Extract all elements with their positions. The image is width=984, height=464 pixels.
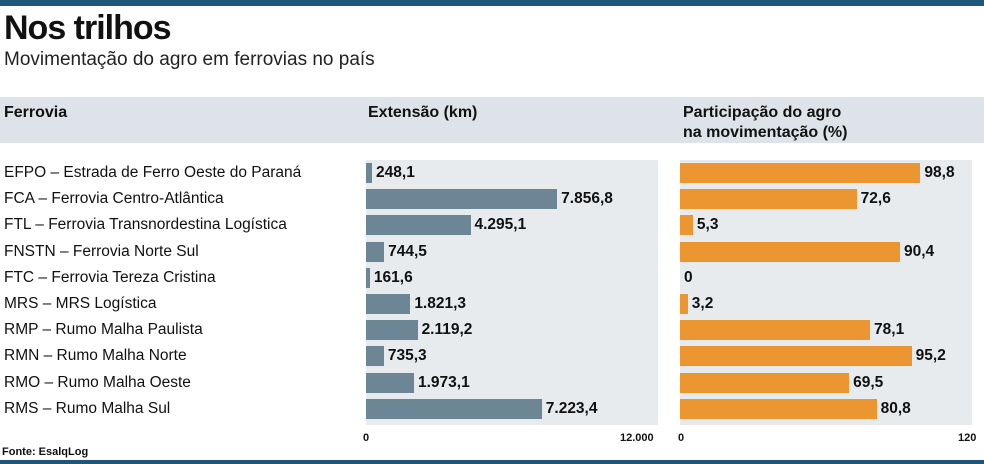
- share-value-label: 3,2: [691, 295, 714, 312]
- share-bar: [680, 320, 871, 341]
- extension-bar: [366, 189, 558, 210]
- share-bar: [680, 215, 693, 236]
- row-label: FTC – Ferrovia Tereza Cristina: [4, 268, 216, 286]
- extension-value-label: 248,1: [376, 164, 415, 181]
- extension-value-label: 1.973,1: [418, 373, 470, 391]
- share-value-label: 78,1: [874, 321, 905, 339]
- extension-bar: [366, 294, 411, 314]
- share-bar: [680, 372, 850, 393]
- extension-bar: [366, 346, 384, 367]
- extension-axis-tick-max: 12.000: [620, 432, 654, 444]
- extension-axis-tick-min: 0: [363, 432, 370, 444]
- share-value-label: 90,4: [903, 242, 935, 260]
- row-label: FTL – Ferrovia Transnordestina Logística: [4, 216, 287, 234]
- extension-bar: [366, 398, 542, 419]
- share-bar: [680, 163, 921, 183]
- column-header-ferrovia: Ferrovia: [4, 104, 68, 121]
- extension-value-label: 161,6: [373, 268, 413, 286]
- share-bar: [680, 189, 857, 210]
- chart-subtitle: Movimentação do agro em ferrovias no paí…: [4, 49, 375, 70]
- extension-bar: [366, 372, 414, 393]
- share-value-label: 72,6: [860, 190, 891, 208]
- share-axis-tick-max: 120: [958, 432, 977, 444]
- row-label: FNSTN – Ferrovia Norte Sul: [4, 242, 199, 260]
- share-value-label: 80,8: [880, 399, 911, 417]
- share-bar: [680, 294, 688, 314]
- extension-value-label: 2.119,2: [421, 321, 473, 339]
- extension-bar: [366, 163, 373, 183]
- share-bar: [680, 241, 900, 262]
- share-value-label: 98,8: [924, 164, 955, 181]
- row-label: RMN – Rumo Malha Norte: [4, 347, 187, 365]
- extension-value-label: 4.295,1: [474, 216, 527, 234]
- extension-bar: [366, 215, 471, 236]
- row-label: RMO – Rumo Malha Oeste: [4, 373, 191, 391]
- source-note: Fonte: EsalqLog: [2, 446, 89, 458]
- bottom-rule: [0, 460, 984, 464]
- extension-value-label: 7.223,4: [545, 399, 598, 417]
- share-value-label: 5,3: [696, 216, 719, 234]
- row-label: RMS – Rumo Malha Sul: [4, 399, 171, 417]
- extension-value-label: 7.856,8: [561, 190, 613, 208]
- row-label: RMP – Rumo Malha Paulista: [4, 321, 203, 339]
- share-value-label: 95,2: [915, 347, 946, 365]
- row-label: MRS – MRS Logística: [4, 295, 157, 312]
- share-axis-tick-min: 0: [678, 432, 685, 444]
- share-value-label: 0: [684, 268, 693, 286]
- extension-value-label: 735,3: [387, 347, 427, 365]
- column-header-participacao-line2: na movimentação (%): [683, 124, 848, 141]
- column-header-participacao-line1: Participação do agro: [683, 104, 842, 121]
- row-label: EFPO – Estrada de Ferro Oeste do Paraná: [4, 164, 302, 181]
- share-value-label: 69,5: [853, 373, 884, 391]
- chart-title: Nos trilhos: [4, 9, 172, 47]
- extension-bar: [366, 267, 370, 288]
- top-rule: [0, 0, 984, 6]
- extension-bar: [366, 320, 418, 341]
- header-band: [0, 97, 984, 143]
- extension-value-label: 744,5: [388, 242, 427, 260]
- share-bar: [680, 346, 912, 367]
- column-header-participacao: Participação do agro na movimentação (%): [683, 103, 923, 143]
- row-label: FCA – Ferrovia Centro-Atlântica: [4, 190, 224, 208]
- extension-value-label: 1.821,3: [414, 295, 467, 312]
- extension-bar: [366, 241, 385, 262]
- share-bar: [680, 398, 877, 419]
- column-header-extensao: Extensão (km): [368, 104, 478, 121]
